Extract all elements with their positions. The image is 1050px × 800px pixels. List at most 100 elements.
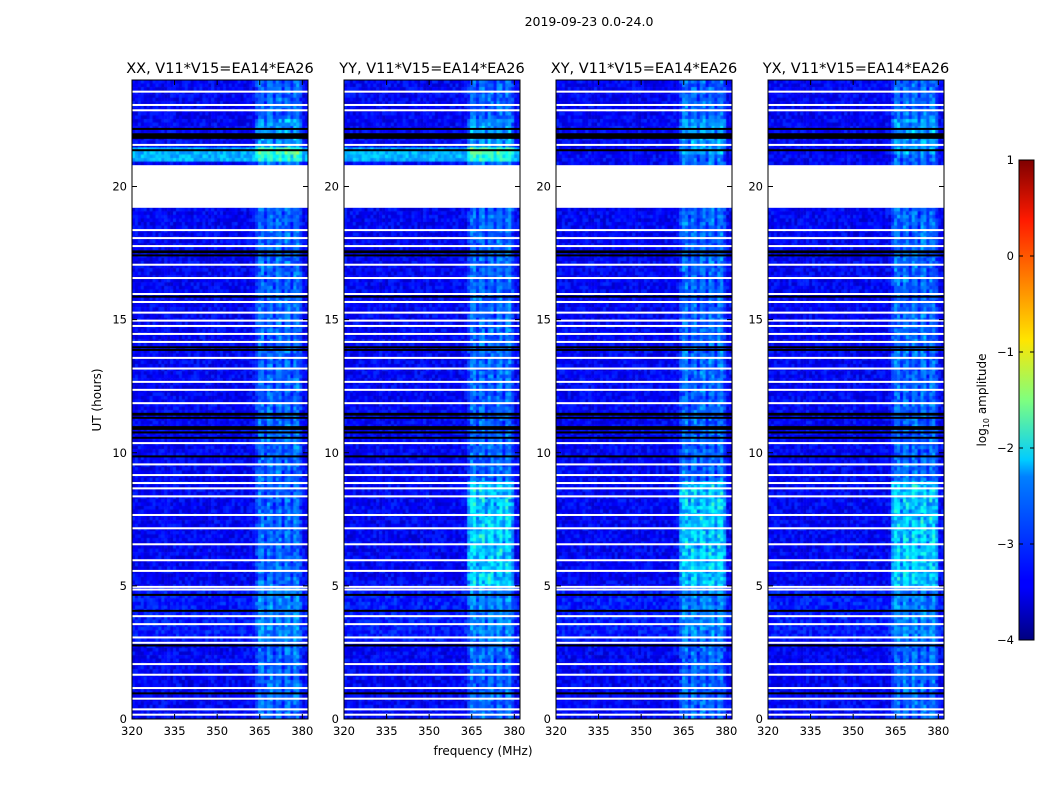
flag-line-white (768, 463, 944, 466)
flag-line-white (132, 402, 308, 405)
flag-line-white (344, 332, 520, 335)
flag-line-white (344, 90, 520, 93)
panel-title: YY, V11*V15=EA14*EA26 (338, 61, 524, 77)
flag-line-white (556, 588, 732, 591)
flag-line-black (768, 455, 944, 458)
flag-line-white (768, 527, 944, 530)
flag-line-white (556, 474, 732, 477)
y-tick-label: 20 (536, 180, 551, 194)
flag-line-black (132, 149, 308, 152)
flag-line-white (344, 495, 520, 498)
panel-title: XY, V11*V15=EA14*EA26 (551, 61, 737, 77)
flag-line-white (132, 663, 308, 666)
flag-line-white (768, 663, 944, 666)
flag-line-white (344, 380, 520, 383)
y-tick-label: 10 (748, 446, 763, 460)
flag-line-white (344, 229, 520, 232)
flag-line-white (768, 543, 944, 546)
flag-band-black (768, 412, 944, 416)
flag-line-white (768, 623, 944, 626)
flag-line-white (556, 356, 732, 359)
colorbar-label-prefix: log (975, 428, 989, 446)
flag-line-black (768, 431, 944, 434)
flag-line-white (344, 569, 520, 572)
flag-line-white (556, 388, 732, 391)
flag-line-white (556, 687, 732, 690)
flag-line-white (556, 623, 732, 626)
flag-line-white (768, 513, 944, 516)
flag-line-white (768, 615, 944, 618)
flag-line-white (768, 487, 944, 490)
x-tick-label: 335 (588, 724, 610, 738)
flag-line-white (556, 109, 732, 112)
flag-line-black (344, 149, 520, 152)
flag-line-white (132, 340, 308, 343)
flag-line-white (132, 300, 308, 303)
flag-line-white (132, 356, 308, 359)
flag-line-white (344, 623, 520, 626)
flag-line-white (768, 442, 944, 445)
flag-line-white (132, 380, 308, 383)
flag-line-white (768, 402, 944, 405)
flag-line-white (344, 356, 520, 359)
flag-line-white (556, 543, 732, 546)
flag-line-white (132, 237, 308, 240)
flag-line-white (132, 641, 308, 644)
flag-line-black (132, 127, 308, 130)
flag-line-white (132, 588, 308, 591)
x-tick-label: 350 (418, 724, 440, 738)
flag-line-white (556, 527, 732, 530)
flag-line-black (344, 609, 520, 612)
flag-line-white (344, 367, 520, 370)
x-axis-label: frequency (MHz) (433, 744, 532, 758)
flag-line-white (556, 402, 732, 405)
flag-line-black (556, 609, 732, 612)
y-tick-label: 15 (324, 313, 339, 327)
flag-line-white (768, 687, 944, 690)
flag-line-white (132, 293, 308, 295)
flag-line-white (132, 90, 308, 93)
flag-line-black (132, 644, 308, 647)
flag-line-white (768, 559, 944, 562)
flag-line-white (344, 543, 520, 546)
y-tick-label: 5 (332, 579, 339, 593)
flag-band-black (556, 412, 732, 416)
flag-band-black (556, 250, 732, 254)
flag-line-black (344, 644, 520, 647)
x-tick-label: 365 (461, 724, 483, 738)
flag-line-white (768, 708, 944, 711)
flag-line-black (132, 455, 308, 458)
flag-line-white (132, 109, 308, 112)
flag-line-white (768, 673, 944, 676)
flag-line-white (556, 569, 732, 572)
flag-line-black (556, 692, 732, 695)
flag-line-white (556, 615, 732, 618)
flag-band-black (556, 426, 732, 430)
flag-line-white (556, 482, 732, 485)
flag-line-white (768, 356, 944, 359)
flag-line-white (344, 388, 520, 391)
colorbar-label-suffix: amplitude (975, 354, 989, 418)
flag-line-white (556, 229, 732, 232)
flag-line-white (768, 319, 944, 322)
colorbar-label-sub: 10 (982, 418, 991, 428)
flag-line-white (556, 103, 732, 106)
panel-frame (343, 79, 521, 720)
flag-line-black (768, 346, 944, 349)
flag-line-white (556, 697, 732, 700)
y-tick-label: 0 (120, 712, 127, 726)
flag-line-white (344, 103, 520, 106)
y-tick-label: 0 (332, 712, 339, 726)
flag-line-white (768, 237, 944, 240)
flag-band-black (132, 133, 308, 139)
flag-line-white (344, 340, 520, 343)
flag-line-white (768, 340, 944, 343)
flag-line-black (132, 295, 308, 298)
flag-line-white (344, 319, 520, 322)
x-tick-label: 365 (885, 724, 907, 738)
flag-line-white (132, 245, 308, 248)
flag-line-black (344, 455, 520, 458)
flag-line-white (768, 367, 944, 370)
flag-line-white (344, 673, 520, 676)
